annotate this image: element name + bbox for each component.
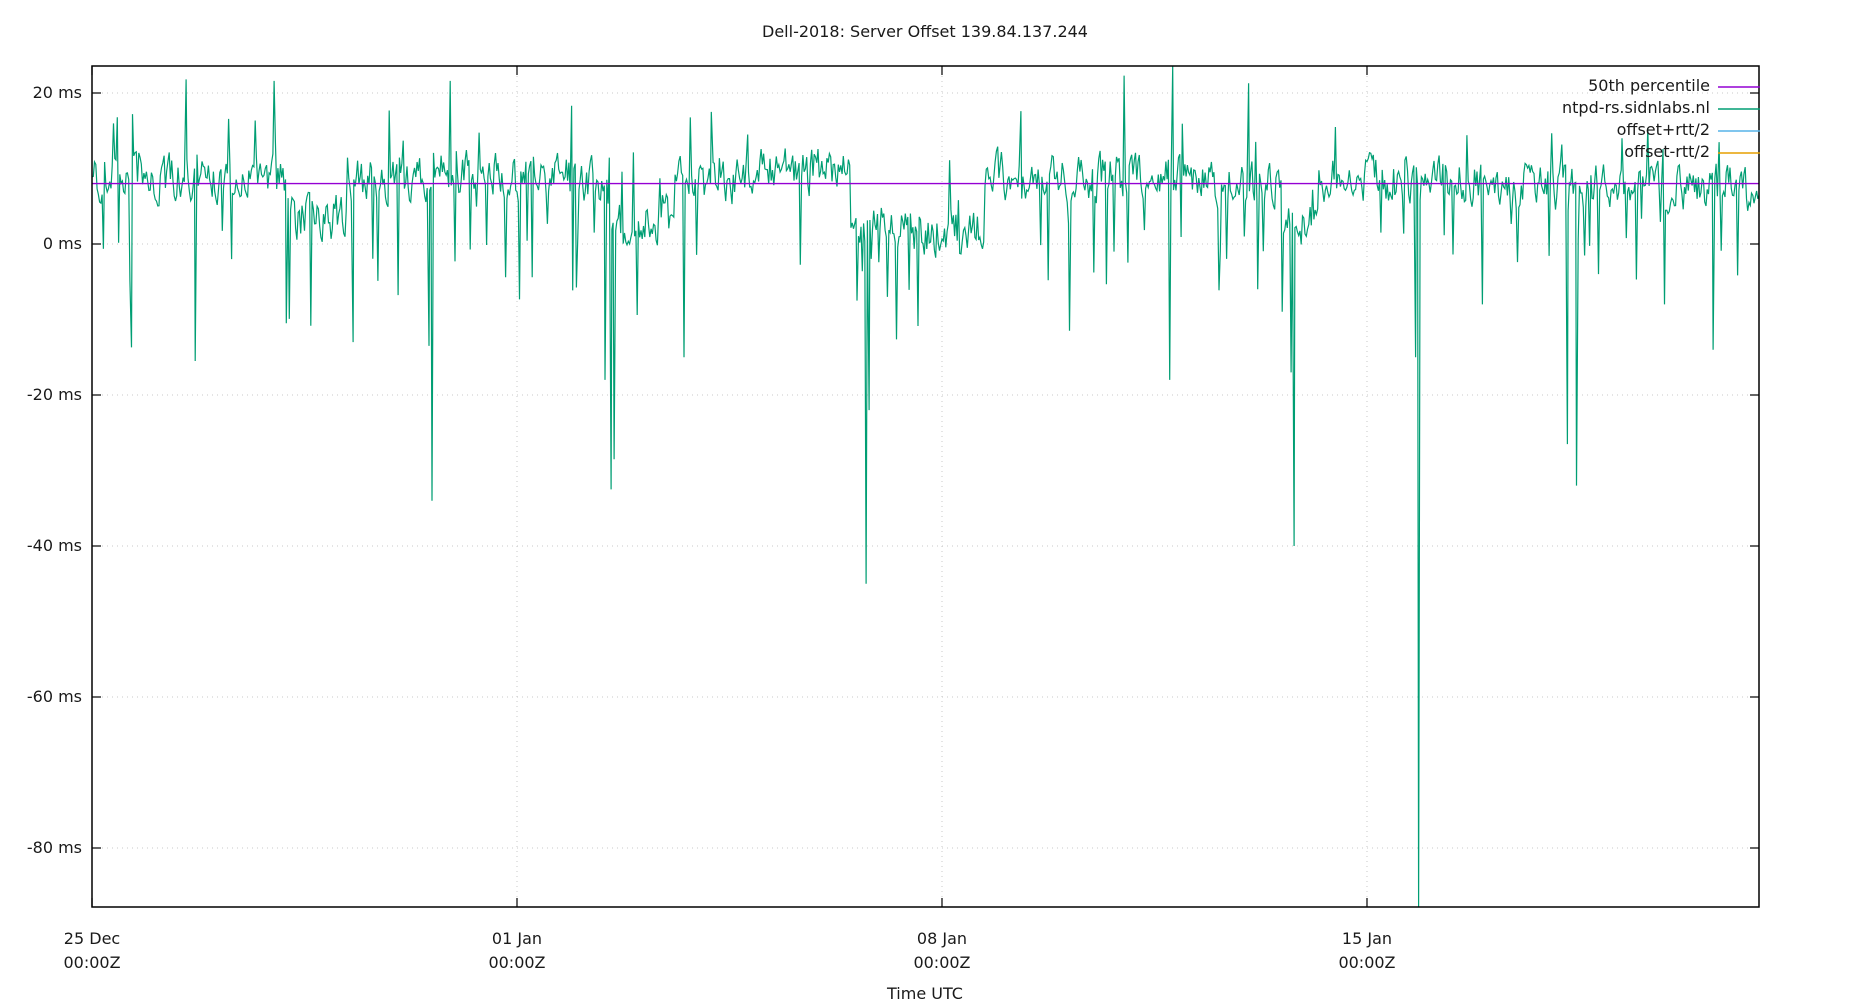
x-tick-label: 01 Jan 00:00Z (457, 927, 577, 975)
x-tick-time: 00:00Z (488, 953, 546, 972)
legend-item-label: ntpd-rs.sidnlabs.nl (1562, 98, 1710, 117)
x-tick-time: 00:00Z (63, 953, 121, 972)
gridlines (92, 66, 1759, 907)
y-tick-label: -40 ms (26, 536, 82, 555)
chart-title: Dell-2018: Server Offset 139.84.137.244 (762, 22, 1088, 41)
x-tick-label: 25 Dec 00:00Z (32, 927, 152, 975)
x-tick-time: 00:00Z (1338, 953, 1396, 972)
y-tick-label: 20 ms (32, 83, 82, 102)
y-tick-label: -60 ms (26, 687, 82, 706)
plot-frame (91, 65, 1760, 908)
x-tick-time: 00:00Z (913, 953, 971, 972)
legend-item-label: offset-rtt/2 (1624, 142, 1710, 161)
y-tick-label: 0 ms (42, 234, 82, 253)
x-tick-date: 08 Jan (916, 929, 968, 948)
legend-item-label: offset+rtt/2 (1616, 120, 1710, 139)
x-tick-date: 15 Jan (1341, 929, 1393, 948)
x-tick-label: 08 Jan 00:00Z (882, 927, 1002, 975)
legend-item-label: 50th percentile (1588, 76, 1710, 95)
legend-swatches (1718, 86, 1760, 154)
x-axis-label: Time UTC (887, 984, 963, 1003)
x-tick-date: 25 Dec (63, 929, 121, 948)
data-series (92, 66, 1759, 907)
series-ntpd-rs-line (92, 66, 1759, 907)
y-tick-label: -20 ms (26, 385, 82, 404)
y-tick-label: -80 ms (26, 838, 82, 857)
x-tick-date: 01 Jan (491, 929, 543, 948)
x-tick-label: 15 Jan 00:00Z (1307, 927, 1427, 975)
